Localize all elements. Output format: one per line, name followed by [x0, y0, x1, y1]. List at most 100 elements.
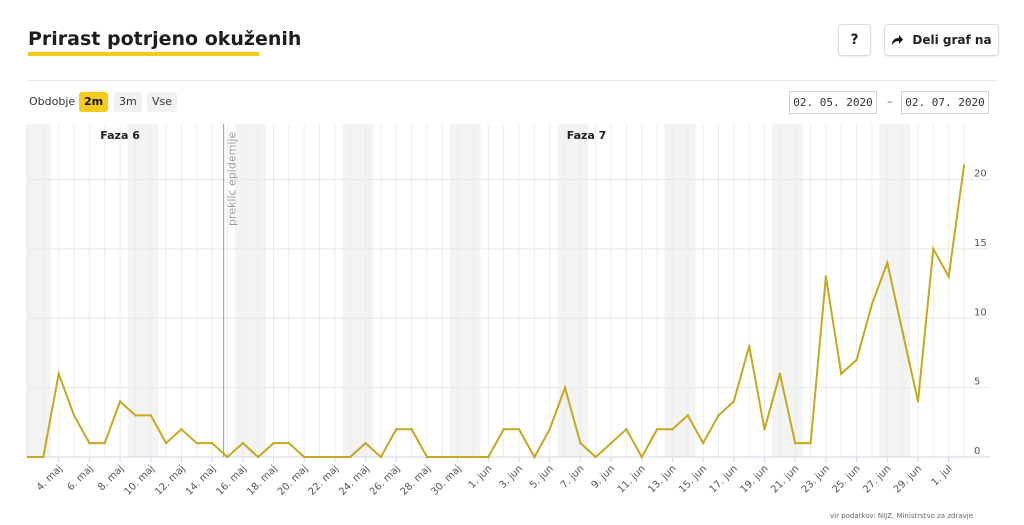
data-point [241, 441, 245, 445]
x-tick-label: 7. jun [559, 463, 587, 491]
data-point [118, 400, 122, 403]
weekend-band [26, 124, 52, 457]
x-tick-label: 3. jun [497, 463, 525, 491]
x-tick-label: 1. jun [467, 463, 495, 491]
x-tick-label: 6. maj [66, 463, 96, 493]
data-point [149, 414, 152, 417]
x-tick-label: 22. maj [307, 463, 341, 497]
data-point [533, 455, 536, 459]
period-option-2m[interactable]: 2m [79, 92, 109, 112]
data-point [579, 441, 582, 445]
data-point [302, 455, 306, 459]
x-tick-label: 14. maj [184, 463, 218, 497]
data-point [594, 455, 597, 459]
y-tick-label: 20 [974, 169, 987, 180]
data-point [625, 428, 628, 431]
data-point [349, 455, 352, 459]
data-point [410, 428, 413, 431]
x-tick-label: 11. jun [616, 463, 648, 495]
x-tick-label: 24. maj [337, 463, 371, 497]
data-point [794, 441, 797, 445]
weekend-band [127, 124, 159, 457]
title-underline [28, 52, 259, 56]
data-point [72, 414, 76, 417]
data-point [563, 386, 567, 389]
data-point [778, 372, 782, 375]
data-point [502, 428, 505, 431]
x-tick-label: 28. maj [399, 463, 433, 497]
phase-label: Faza 7 [567, 129, 607, 142]
data-point [916, 400, 920, 403]
chart-title: Prirast potrjeno okuženih [28, 28, 302, 50]
data-point [441, 455, 444, 459]
data-point [609, 441, 613, 445]
x-tick-label: 23. jun [800, 463, 832, 495]
x-tick-label: 29. jun [892, 463, 924, 495]
x-tick-label: 1. jul [930, 463, 955, 488]
help-button-label: ? [850, 32, 859, 48]
data-point [318, 455, 321, 459]
phase-label: Faza 6 [100, 129, 140, 142]
data-point [962, 164, 966, 167]
data-point [747, 344, 751, 348]
x-tick-label: 5. jun [528, 463, 556, 491]
period-label: Obdobje [29, 95, 76, 108]
data-point [824, 275, 828, 278]
event-line-label: preklic epidemije [226, 132, 239, 226]
y-tick-label: 15 [974, 238, 987, 249]
y-tick-label: 0 [974, 446, 980, 457]
data-point [809, 441, 812, 445]
weekend-band [664, 124, 696, 457]
data-point [103, 441, 106, 445]
x-tick-label: 12. maj [153, 463, 187, 497]
data-point [886, 261, 889, 264]
data-point [640, 455, 643, 459]
data-point [901, 330, 904, 334]
data-point [932, 247, 935, 251]
data-point [164, 441, 168, 445]
x-tick-label: 18. maj [245, 463, 279, 497]
data-point [717, 414, 720, 417]
data-point [210, 441, 214, 445]
data-point [701, 441, 705, 445]
help-button[interactable]: ? [838, 24, 871, 56]
data-point [134, 414, 137, 417]
weekend-band [342, 124, 374, 457]
x-tick-label: 8. maj [96, 463, 126, 493]
share-button-label: Deli graf na [912, 33, 992, 47]
data-point [395, 428, 398, 431]
weekend-band [235, 124, 266, 457]
data-point [840, 372, 843, 375]
x-tick-label: 16. maj [214, 463, 248, 497]
x-tick-label: 21. jun [769, 463, 801, 495]
data-point [517, 428, 521, 431]
period-option-all[interactable]: Vse [147, 92, 178, 112]
data-point [855, 358, 858, 362]
data-point [655, 428, 659, 431]
x-tick-label: 26. maj [368, 463, 402, 497]
x-tick-label: 15. jun [677, 463, 709, 495]
x-tick-label: 9. jun [589, 463, 617, 491]
data-point [272, 441, 275, 445]
x-tick-label: 27. jun [861, 463, 893, 495]
data-point [180, 428, 183, 431]
data-point [671, 428, 674, 431]
date-to-input[interactable]: 02. 07. 2020 [901, 91, 989, 114]
x-tick-label: 13. jun [646, 463, 678, 495]
x-tick-label: 20. maj [276, 463, 310, 497]
date-from-input[interactable]: 02. 05. 2020 [789, 91, 877, 114]
share-button[interactable]: Deli graf na [884, 24, 999, 56]
date-separator: – [887, 95, 893, 108]
period-option-3m[interactable]: 3m [114, 92, 142, 112]
data-point [364, 441, 367, 445]
y-tick-label: 10 [974, 307, 987, 318]
data-point [686, 414, 690, 417]
data-point [333, 455, 337, 459]
data-point [256, 455, 260, 459]
data-point [226, 455, 229, 459]
data-point [26, 455, 30, 459]
data-point [763, 428, 766, 431]
x-tick-label: 4. maj [35, 463, 65, 493]
data-point [88, 441, 91, 445]
